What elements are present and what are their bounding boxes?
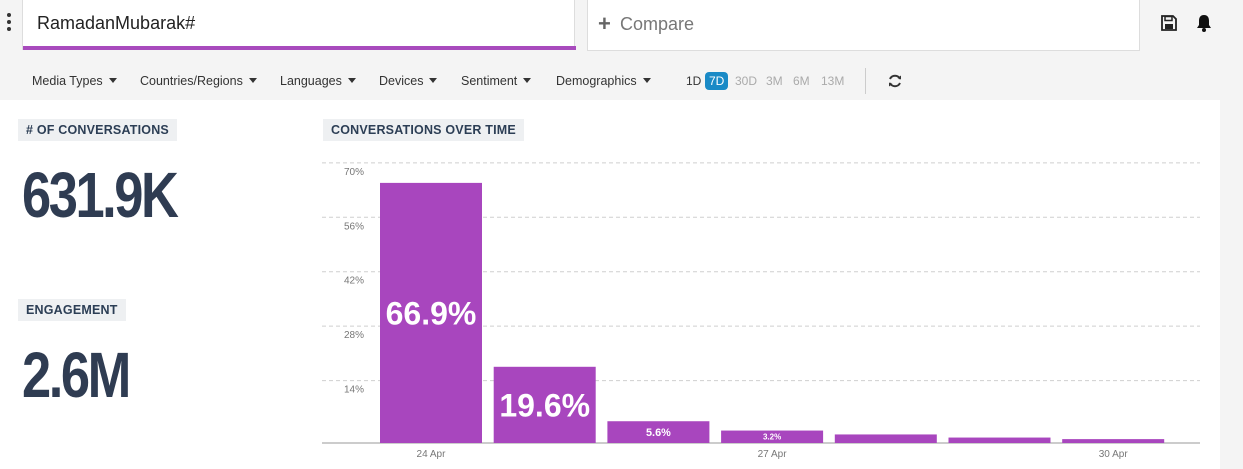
bar-data-label: 3.2% xyxy=(763,433,781,442)
dashboard-panel xyxy=(0,100,1220,469)
filter-devices[interactable]: Devices xyxy=(379,74,438,88)
filter-sentiment[interactable]: Sentiment xyxy=(461,74,532,88)
x-tick-label: 24 Apr xyxy=(417,449,447,460)
filter-countries-regions[interactable]: Countries/Regions xyxy=(140,74,257,88)
x-tick-label: 27 Apr xyxy=(758,449,788,460)
bar[interactable] xyxy=(834,434,937,443)
bar[interactable] xyxy=(721,430,824,443)
compare-label: Compare xyxy=(620,14,695,34)
divider xyxy=(865,68,866,94)
bar-data-label: 19.6% xyxy=(499,387,590,423)
range-7d[interactable]: 7D xyxy=(705,72,729,90)
caret-down-icon xyxy=(108,78,117,83)
save-icon[interactable] xyxy=(1160,14,1178,32)
chart-title: CONVERSATIONS OVER TIME xyxy=(323,119,524,141)
bar[interactable] xyxy=(493,366,596,443)
query-text[interactable]: RamadanMubarak# xyxy=(37,13,196,33)
y-tick-label: 56% xyxy=(344,221,364,232)
caret-down-icon xyxy=(523,78,532,83)
conversations-value: 631.9K xyxy=(22,159,179,231)
plus-icon: + xyxy=(598,11,611,36)
active-tab-underline xyxy=(23,46,576,50)
compare-button[interactable]: + Compare xyxy=(587,0,1140,51)
range-1d[interactable]: 1D xyxy=(686,74,702,88)
y-tick-label: 70% xyxy=(344,167,364,178)
filter-bar: Media Types Countries/Regions Languages … xyxy=(0,62,1243,100)
caret-down-icon xyxy=(347,78,356,83)
x-tick-label: 30 Apr xyxy=(1099,449,1129,460)
filter-demographics[interactable]: Demographics xyxy=(556,74,651,88)
more-options-icon[interactable] xyxy=(4,13,14,35)
y-tick-label: 28% xyxy=(344,330,364,341)
conversations-label: # OF CONVERSATIONS xyxy=(18,119,177,141)
bar[interactable] xyxy=(380,182,482,443)
filter-media-types[interactable]: Media Types xyxy=(32,74,117,88)
caret-down-icon xyxy=(248,78,257,83)
bar[interactable] xyxy=(607,421,710,443)
caret-down-icon xyxy=(429,78,438,83)
caret-down-icon xyxy=(642,78,651,83)
bell-icon[interactable] xyxy=(1194,13,1214,33)
bar[interactable] xyxy=(948,437,1051,443)
bar[interactable] xyxy=(1062,439,1165,443)
refresh-icon[interactable] xyxy=(887,73,903,89)
top-bar: RamadanMubarak# + Compare xyxy=(0,0,1243,56)
query-tab[interactable]: RamadanMubarak# xyxy=(22,0,576,50)
conversations-over-time-chart: 14% 28% 42% 56% 70% 66.9% 24 Apr 19.6% 5.6% 3.2% 2… xyxy=(322,162,1200,460)
bar-data-label: 66.9% xyxy=(386,295,477,331)
range-3m[interactable]: 3M xyxy=(766,74,783,88)
range-6m[interactable]: 6M xyxy=(793,74,810,88)
bar-data-label: 5.6% xyxy=(646,427,671,439)
range-13m[interactable]: 13M xyxy=(821,74,845,88)
engagement-label: ENGAGEMENT xyxy=(18,299,126,321)
y-tick-label: 14% xyxy=(344,385,364,396)
y-tick-label: 42% xyxy=(344,276,364,287)
range-30d[interactable]: 30D xyxy=(735,74,758,88)
filter-languages[interactable]: Languages xyxy=(280,74,356,88)
engagement-value: 2.6M xyxy=(22,339,131,411)
